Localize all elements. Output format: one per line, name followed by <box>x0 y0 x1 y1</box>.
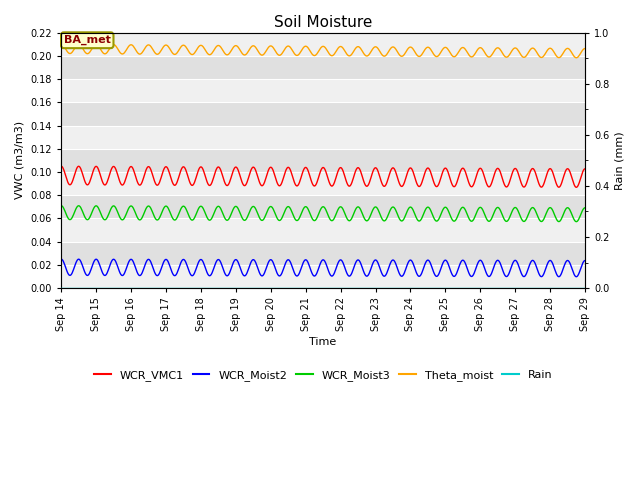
WCR_Moist2 <box>572 274 580 280</box>
WCR_VMC1 <box>202 174 209 180</box>
WCR_VMC1 <box>572 184 580 190</box>
WCR_Moist2 <box>174 268 182 274</box>
Legend: WCR_VMC1, WCR_Moist2, WCR_Moist3, Theta_moist, Rain: WCR_VMC1, WCR_Moist2, WCR_Moist3, Theta_… <box>90 365 557 385</box>
WCR_Moist3 <box>174 213 182 219</box>
WCR_Moist2 <box>58 256 65 262</box>
Bar <box>61 242 585 265</box>
Theta_moist <box>387 46 394 51</box>
Theta_moist <box>58 41 65 47</box>
WCR_VMC1 <box>58 163 65 169</box>
WCR_Moist2 <box>387 260 394 266</box>
Title: Soil Moisture: Soil Moisture <box>274 15 372 30</box>
Theta_moist <box>67 50 74 56</box>
Rain <box>58 285 65 291</box>
Rain <box>121 285 129 291</box>
Line: WCR_Moist2: WCR_Moist2 <box>61 259 585 277</box>
WCR_VMC1 <box>581 166 589 172</box>
WCR_Moist2 <box>581 258 589 264</box>
Bar <box>61 125 585 149</box>
WCR_Moist2 <box>402 266 410 272</box>
WCR_Moist3 <box>402 212 410 217</box>
WCR_Moist2 <box>67 272 74 278</box>
Rain <box>581 285 589 291</box>
Line: Theta_moist: Theta_moist <box>61 44 585 58</box>
WCR_VMC1 <box>174 177 182 183</box>
Text: BA_met: BA_met <box>64 35 111 46</box>
WCR_Moist3 <box>121 215 129 220</box>
Theta_moist <box>121 49 129 55</box>
Bar <box>61 56 585 79</box>
Line: WCR_Moist3: WCR_Moist3 <box>61 205 585 222</box>
WCR_VMC1 <box>67 181 74 187</box>
WCR_VMC1 <box>402 175 410 181</box>
Bar <box>61 195 585 218</box>
Y-axis label: VWC (m3/m3): VWC (m3/m3) <box>15 121 25 199</box>
WCR_Moist3 <box>58 203 65 208</box>
WCR_VMC1 <box>121 179 129 185</box>
WCR_Moist2 <box>121 270 129 276</box>
Rain <box>174 285 182 291</box>
Bar <box>61 102 585 125</box>
Rain <box>202 285 209 291</box>
WCR_VMC1 <box>387 168 394 174</box>
Y-axis label: Rain (mm): Rain (mm) <box>615 131 625 190</box>
Theta_moist <box>202 48 209 53</box>
Theta_moist <box>572 55 580 60</box>
Bar <box>61 218 585 242</box>
Line: WCR_VMC1: WCR_VMC1 <box>61 166 585 187</box>
Bar <box>61 172 585 195</box>
X-axis label: Time: Time <box>310 337 337 347</box>
WCR_Moist2 <box>202 265 209 271</box>
Rain <box>67 285 74 291</box>
WCR_Moist3 <box>581 205 589 211</box>
Theta_moist <box>174 49 182 55</box>
Rain <box>387 285 394 291</box>
Theta_moist <box>402 49 410 55</box>
WCR_Moist3 <box>387 207 394 213</box>
WCR_Moist3 <box>202 211 209 216</box>
Bar <box>61 265 585 288</box>
Bar <box>61 33 585 56</box>
WCR_Moist3 <box>67 216 74 222</box>
Rain <box>402 285 410 291</box>
Bar <box>61 79 585 102</box>
Theta_moist <box>581 46 589 51</box>
WCR_Moist3 <box>572 219 580 225</box>
Bar <box>61 149 585 172</box>
